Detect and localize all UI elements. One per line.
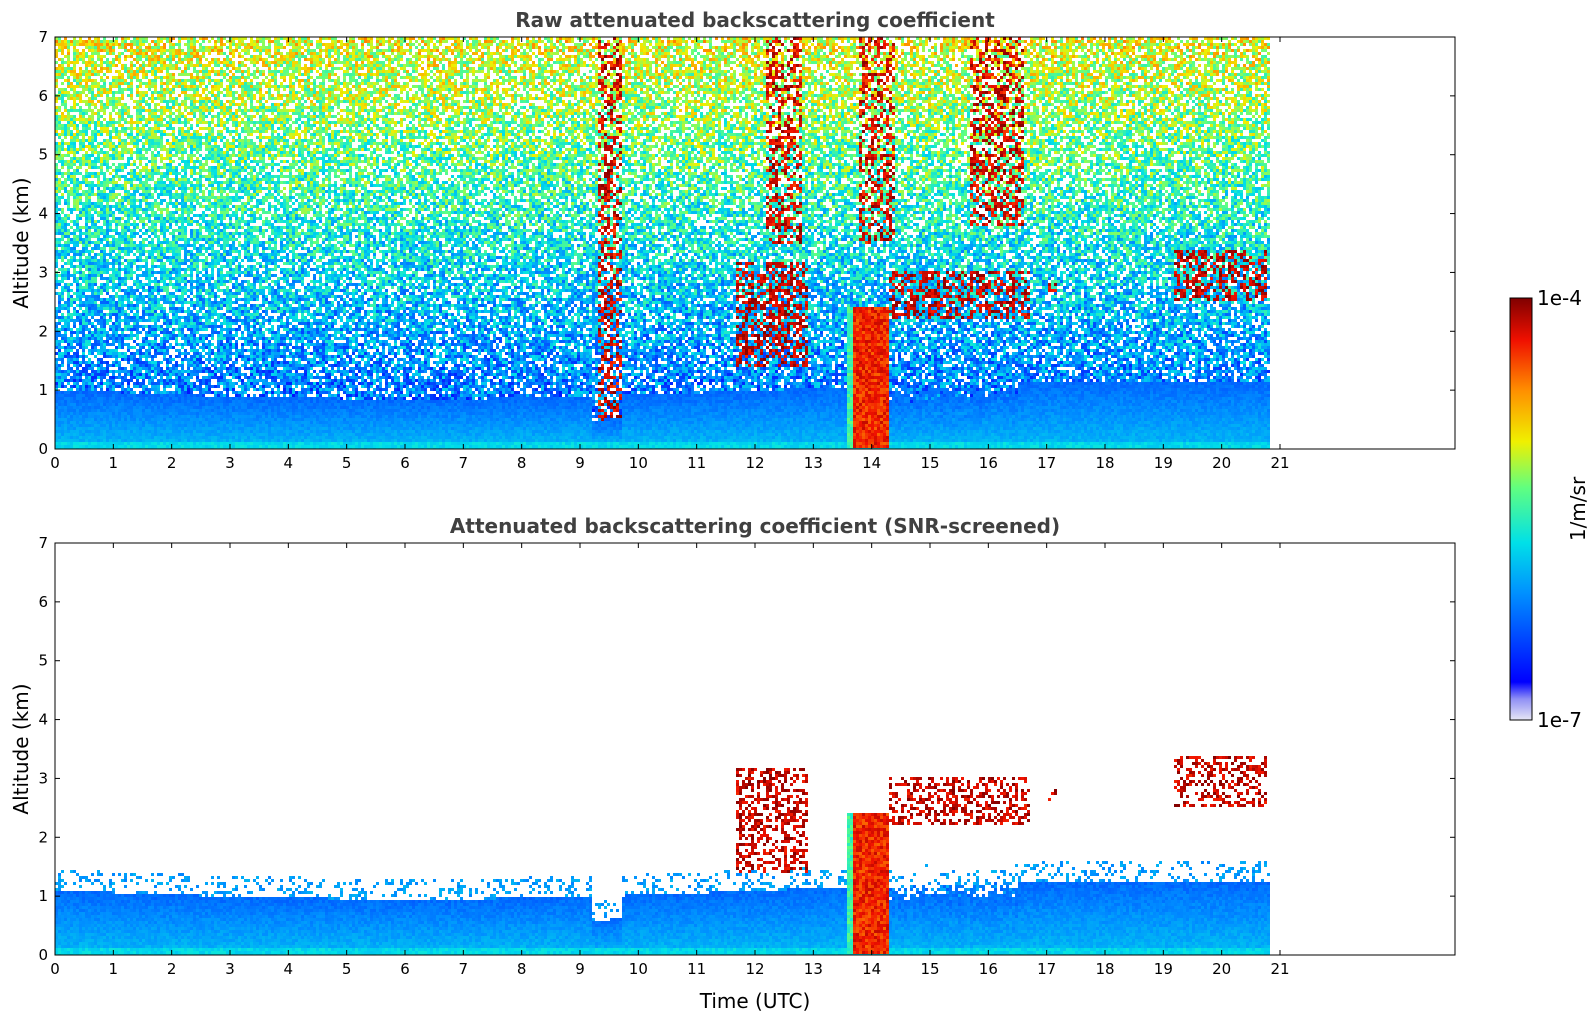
x-tick-label: 9 <box>575 960 585 978</box>
x-tick-label: 18 <box>1095 960 1114 978</box>
colorbar-max-label: 1e-4 <box>1537 286 1582 310</box>
x-tick-label: 5 <box>342 454 352 472</box>
x-tick-label: 19 <box>1154 960 1173 978</box>
x-tick-label: 20 <box>1212 454 1231 472</box>
raw-backscatter-heatmap <box>55 37 1270 451</box>
x-tick-label: 1 <box>109 960 119 978</box>
colorbar: 1e-4 1e-7 1/m/sr <box>1510 286 1590 732</box>
x-tick-label: 3 <box>225 454 235 472</box>
x-tick-label: 6 <box>400 960 410 978</box>
x-tick-label: 10 <box>629 960 648 978</box>
x-tick-label: 17 <box>1037 960 1056 978</box>
x-tick-label: 8 <box>517 960 527 978</box>
x-tick-label: 7 <box>459 454 469 472</box>
x-tick-label: 11 <box>687 960 706 978</box>
colorbar-unit-label: 1/m/sr <box>1566 476 1590 541</box>
y-tick-label: 6 <box>38 87 48 105</box>
snr-screened-panel: Attenuated backscattering coefficient (S… <box>9 514 1455 1013</box>
x-tick-label: 12 <box>745 960 764 978</box>
x-tick-label: 3 <box>225 960 235 978</box>
colorbar-min-label: 1e-7 <box>1537 708 1582 732</box>
x-tick-label: 6 <box>400 454 410 472</box>
y-tick-label: 1 <box>38 887 48 905</box>
colorbar-gradient <box>1510 298 1532 720</box>
snr-screened-heatmap <box>55 756 1270 957</box>
x-tick-label: 10 <box>629 454 648 472</box>
x-tick-label: 20 <box>1212 960 1231 978</box>
y-tick-label: 7 <box>38 534 48 552</box>
y-tick-label: 3 <box>38 263 48 281</box>
x-tick-label: 9 <box>575 454 585 472</box>
x-tick-label: 2 <box>167 960 177 978</box>
y-tick-label: 2 <box>38 322 48 340</box>
x-tick-label: 4 <box>284 454 294 472</box>
x-tick-label: 21 <box>1270 454 1289 472</box>
y-tick-label: 0 <box>38 440 48 458</box>
x-tick-label: 11 <box>687 454 706 472</box>
x-tick-label: 13 <box>804 960 823 978</box>
x-tick-label: 14 <box>862 960 881 978</box>
y-tick-label: 3 <box>38 769 48 787</box>
y-axis-label: Altitude (km) <box>9 177 33 308</box>
x-tick-label: 1 <box>109 454 119 472</box>
y-tick-label: 6 <box>38 593 48 611</box>
x-tick-label: 21 <box>1270 960 1289 978</box>
panel-title: Attenuated backscattering coefficient (S… <box>450 514 1060 538</box>
x-tick-label: 15 <box>920 960 939 978</box>
y-tick-label: 5 <box>38 652 48 670</box>
y-tick-label: 4 <box>38 205 48 223</box>
y-tick-label: 7 <box>38 28 48 46</box>
x-tick-label: 2 <box>167 454 177 472</box>
y-tick-label: 0 <box>38 946 48 964</box>
y-tick-label: 1 <box>38 381 48 399</box>
x-tick-label: 16 <box>979 960 998 978</box>
raw-backscatter-panel: Raw attenuated backscattering coefficien… <box>9 8 1455 472</box>
x-tick-label: 19 <box>1154 454 1173 472</box>
x-tick-label: 14 <box>862 454 881 472</box>
y-axis-label: Altitude (km) <box>9 683 33 814</box>
x-tick-label: 4 <box>284 960 294 978</box>
x-tick-label: 0 <box>50 454 60 472</box>
x-tick-label: 13 <box>804 454 823 472</box>
x-tick-label: 15 <box>920 454 939 472</box>
x-tick-label: 16 <box>979 454 998 472</box>
x-tick-label: 5 <box>342 960 352 978</box>
x-tick-label: 0 <box>50 960 60 978</box>
y-tick-label: 4 <box>38 711 48 729</box>
y-tick-label: 5 <box>38 146 48 164</box>
y-tick-label: 2 <box>38 828 48 846</box>
x-axis-label: Time (UTC) <box>699 989 811 1013</box>
x-tick-label: 8 <box>517 454 527 472</box>
x-tick-label: 7 <box>459 960 469 978</box>
x-tick-label: 18 <box>1095 454 1114 472</box>
x-tick-label: 17 <box>1037 454 1056 472</box>
x-tick-label: 12 <box>745 454 764 472</box>
panel-title: Raw attenuated backscattering coefficien… <box>515 8 995 32</box>
